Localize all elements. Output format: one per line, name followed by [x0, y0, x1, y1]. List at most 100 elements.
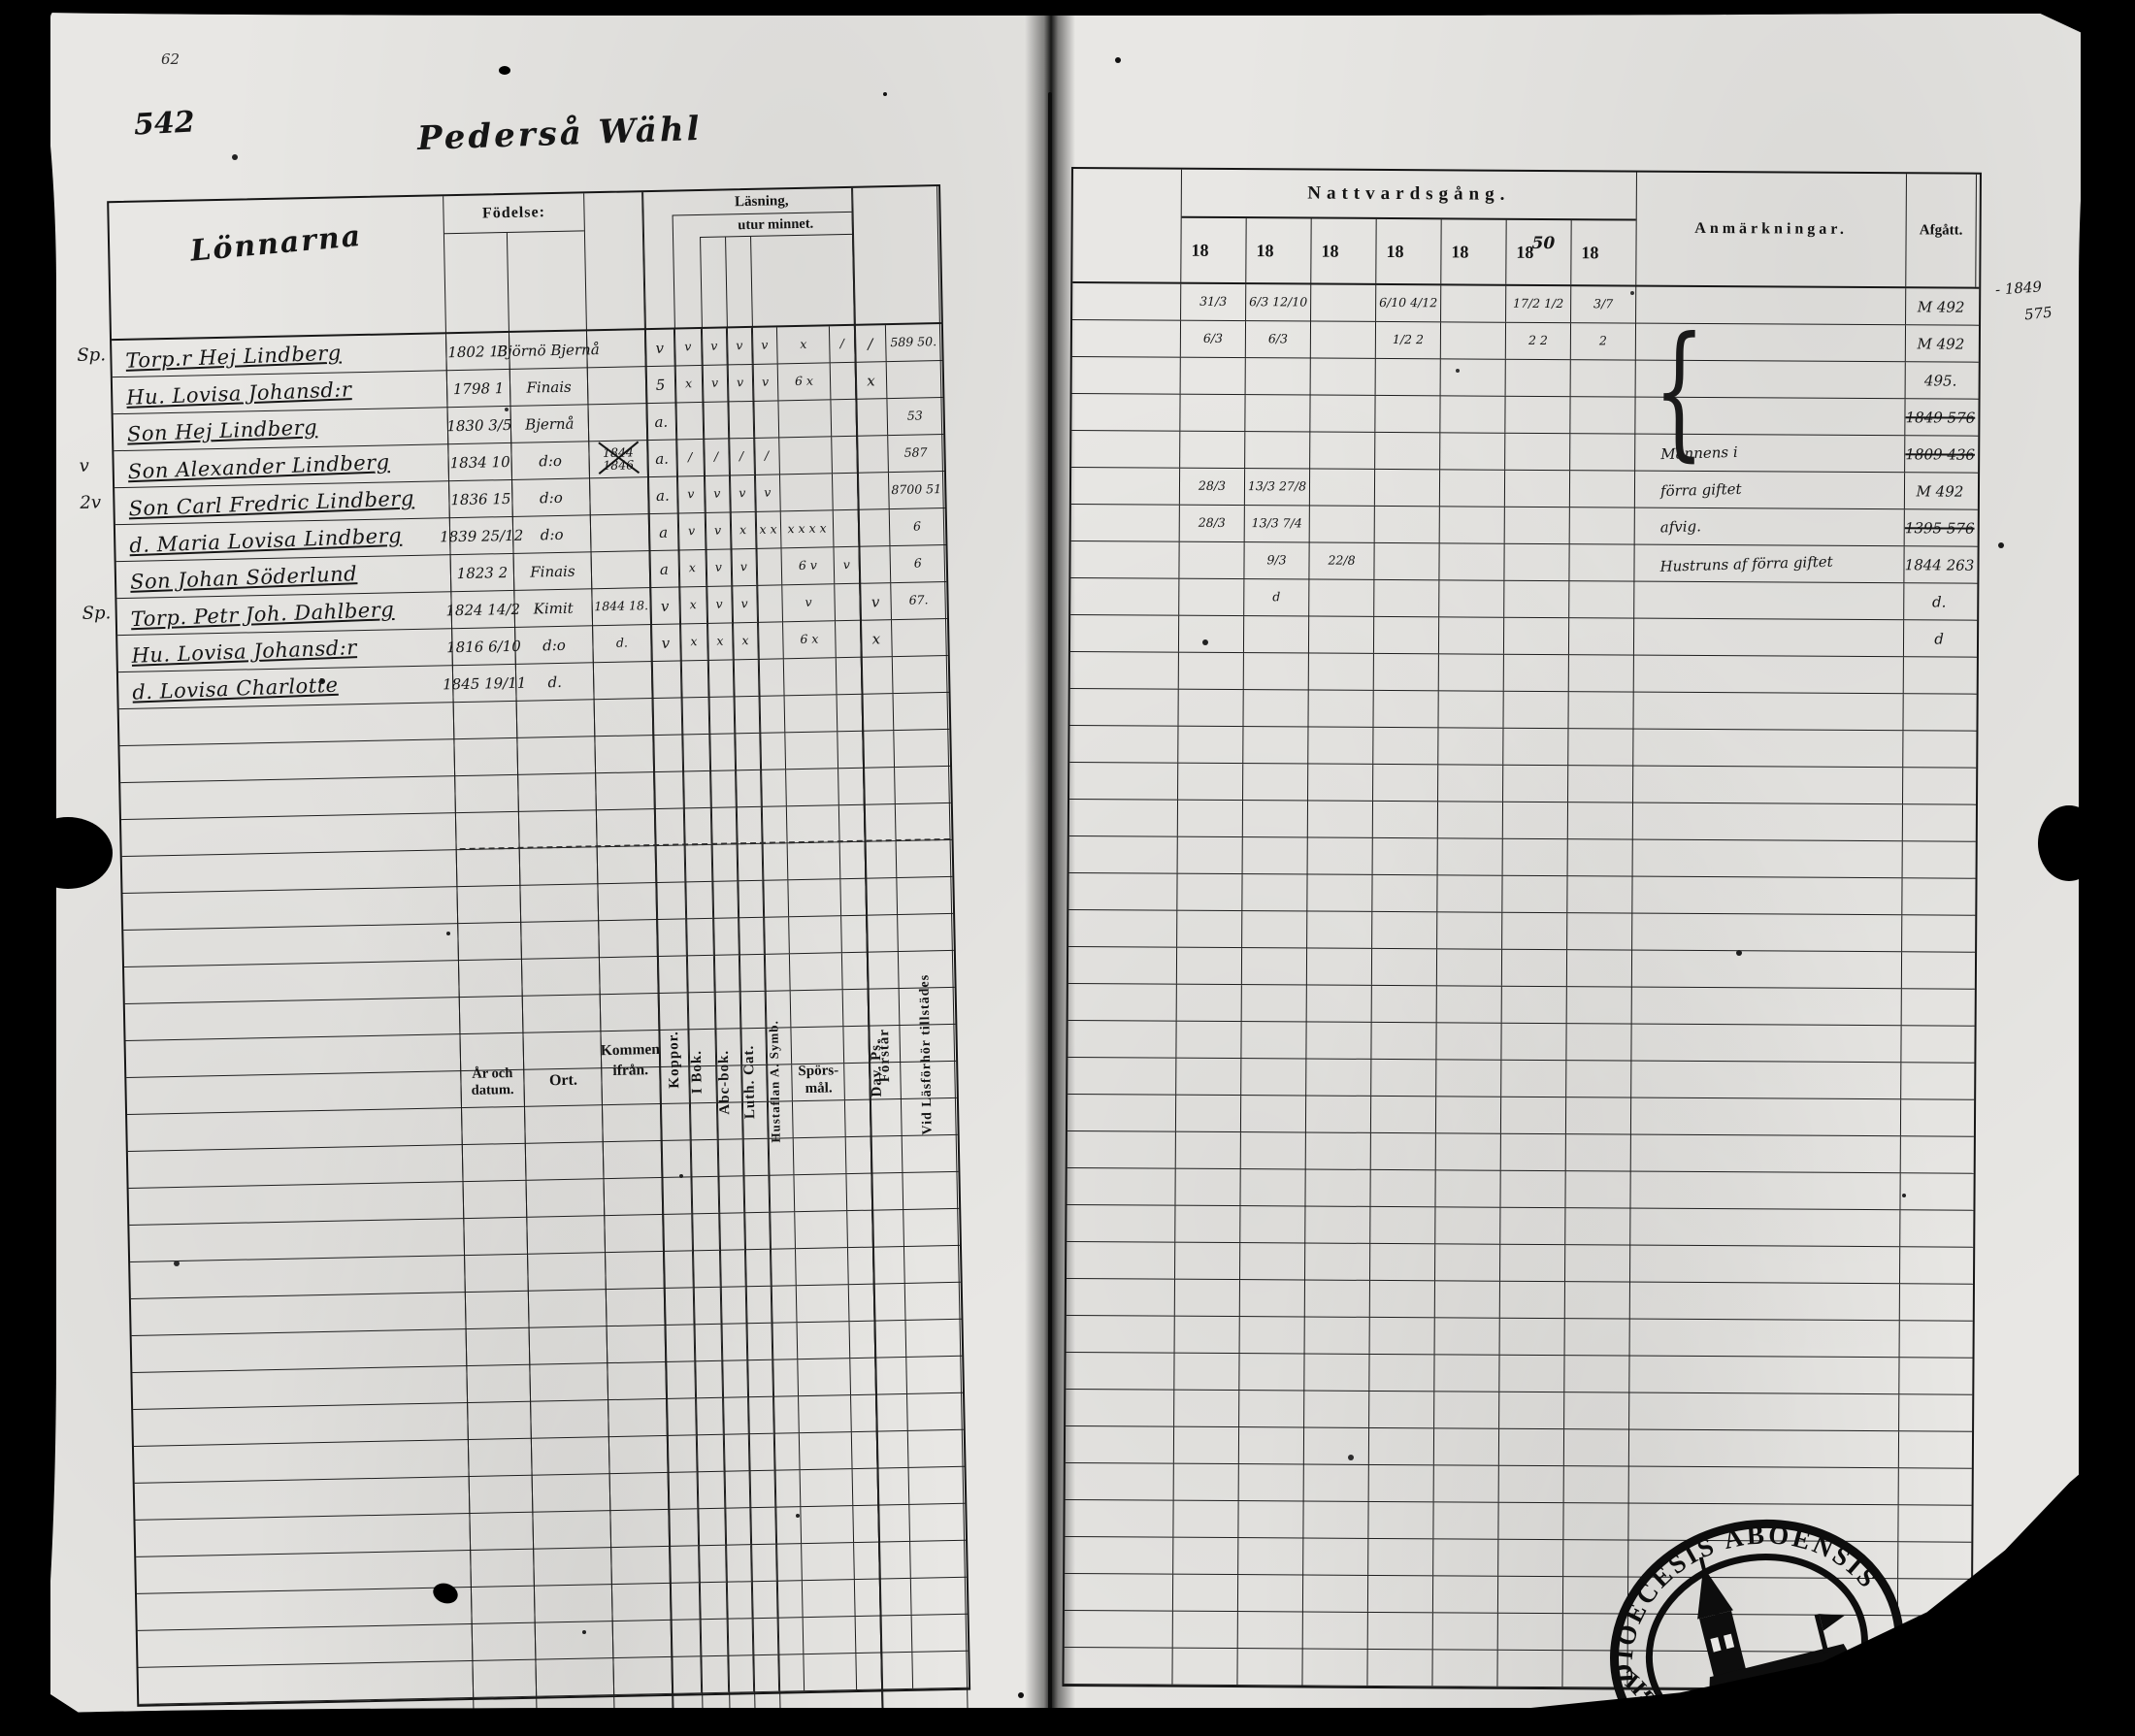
reading-mark: v	[687, 523, 696, 539]
table-cell	[761, 806, 788, 843]
table-cell	[1497, 1650, 1563, 1687]
table-cell	[845, 1136, 872, 1174]
table-cell	[1243, 653, 1309, 690]
table-row: d	[1069, 615, 1978, 658]
anmarkning-note: afvig.	[1659, 516, 1702, 536]
table-cell	[586, 330, 646, 368]
table-cell	[1568, 618, 1635, 655]
table-cell: afvig.	[1634, 508, 1905, 546]
communion-date-mark: 13/3 7/4	[1251, 515, 1302, 531]
table-cell	[136, 1550, 472, 1593]
table-row: 31/3 6/3 12/10 6/10 4/12 17/2 1/2 3/7 M 492	[1072, 283, 1980, 326]
table-cell: a.	[648, 476, 678, 514]
table-cell	[877, 1467, 910, 1505]
table-cell	[1304, 1354, 1370, 1391]
table-cell	[1173, 1426, 1240, 1464]
year-label: 18	[1451, 241, 1469, 262]
table-cell	[848, 1284, 875, 1322]
table-cell	[1371, 1022, 1437, 1060]
forstar-mark: x	[871, 629, 881, 648]
table-cell	[454, 737, 519, 776]
table-cell	[1567, 913, 1633, 950]
table-cell	[1375, 432, 1441, 470]
table-cell	[741, 1065, 768, 1102]
table-cell	[594, 699, 654, 737]
birth-place: Finais	[530, 562, 575, 581]
table-cell: v	[752, 364, 779, 401]
table-cell	[687, 992, 716, 1030]
table-cell	[1309, 469, 1376, 506]
table-cell	[1368, 1538, 1434, 1576]
table-cell	[1368, 1464, 1434, 1502]
table-cell	[468, 1438, 533, 1477]
table-cell	[762, 843, 789, 880]
table-cell	[526, 1179, 606, 1217]
reading-mark: v	[710, 338, 718, 354]
reading-mark: v	[710, 375, 719, 391]
table-cell	[1308, 690, 1374, 727]
table-cell	[1629, 1356, 1900, 1394]
table-cell	[862, 694, 895, 731]
table-cell	[604, 1177, 664, 1216]
table-cell	[1500, 1097, 1567, 1134]
table-cell	[1441, 285, 1507, 322]
table-cell	[758, 622, 784, 659]
table-cell	[1068, 946, 1178, 984]
table-cell	[137, 1623, 474, 1667]
table-row	[1069, 763, 1977, 805]
table-cell	[909, 1504, 965, 1541]
table-cell	[851, 1394, 877, 1432]
table-cell	[757, 585, 784, 622]
table-cell	[1065, 1462, 1174, 1500]
table-cell	[138, 1660, 475, 1704]
table-cell	[1433, 1539, 1499, 1576]
table-cell	[869, 1026, 902, 1063]
table-cell	[892, 619, 947, 656]
table-row: d d.	[1070, 578, 1978, 621]
table-cell	[1899, 1468, 1969, 1504]
table-cell	[837, 694, 864, 732]
table-cell	[1503, 654, 1569, 692]
year-label: 18	[1386, 241, 1404, 261]
table-cell	[525, 1142, 605, 1180]
table-cell	[1500, 1170, 1566, 1208]
table-cell	[871, 1172, 904, 1210]
person-name: Hu. Lovisa Johansd:r	[131, 635, 358, 668]
table-cell	[841, 952, 869, 990]
table-cell: v	[727, 364, 754, 402]
table-cell	[1629, 1392, 1900, 1431]
table-cell	[1505, 396, 1571, 434]
table-cell: 17/2 1/2	[1506, 285, 1572, 323]
table-cell	[1179, 541, 1245, 579]
table-cell	[898, 914, 953, 951]
table-cell	[521, 958, 601, 996]
table-cell	[772, 1323, 799, 1359]
table-cell	[887, 361, 942, 398]
table-cell	[1239, 1280, 1305, 1317]
table-cell	[901, 1062, 956, 1098]
table-cell	[1900, 1284, 1970, 1320]
table-cell	[1499, 1318, 1565, 1356]
table-cell: 1834 10	[448, 442, 513, 481]
table-row: 6/3 6/3 1/2 2 2 2 2 M 492	[1071, 320, 1980, 363]
table-cell	[535, 1621, 614, 1659]
table-cell	[778, 400, 833, 438]
table-cell	[1243, 690, 1309, 727]
table-cell	[753, 401, 780, 438]
table-cell	[1570, 397, 1636, 434]
table-cell: 2	[1570, 323, 1637, 360]
birth-place: d.	[547, 672, 563, 691]
reading-mark: x	[690, 634, 698, 649]
table-cell	[1305, 1132, 1371, 1169]
table-cell	[665, 1325, 696, 1361]
margin-mark: Sp.	[82, 603, 112, 624]
table-cell	[1240, 1096, 1307, 1132]
table-cell: 1824 14/2	[445, 590, 520, 629]
table-cell: d	[1244, 579, 1310, 616]
birth-date: 1798 1	[452, 378, 505, 398]
table-cell	[1435, 1133, 1501, 1170]
reading-mark: x	[688, 560, 697, 575]
communion-date-mark: 6/3	[1267, 331, 1289, 346]
table-cell: 1844 1846	[589, 441, 648, 478]
table-cell	[518, 810, 598, 848]
